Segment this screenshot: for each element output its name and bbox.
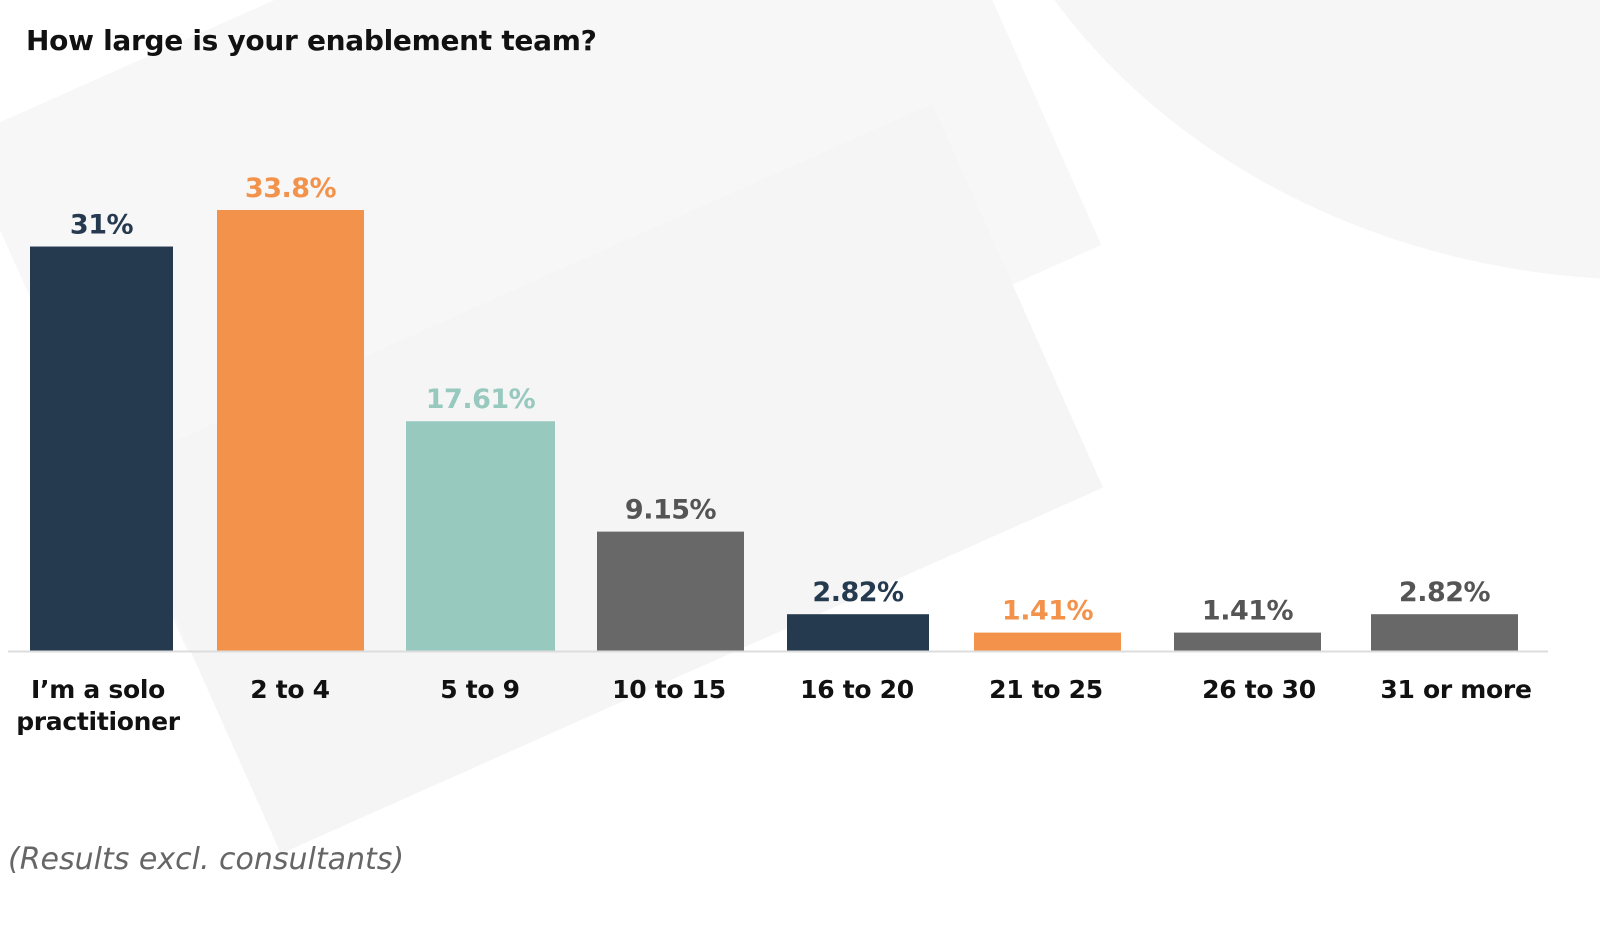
category-label-5: 16 to 20	[800, 675, 914, 704]
bar-1	[30, 246, 173, 652]
category-label-line: I’m a solo	[31, 675, 165, 704]
bar-4	[597, 531, 744, 651]
bar-5	[787, 614, 929, 651]
category-label-3: 5 to 9	[440, 675, 520, 704]
value-label-1: 31%	[70, 210, 134, 241]
category-label-4: 10 to 15	[612, 675, 726, 704]
category-label-line: 21 to 25	[989, 675, 1103, 704]
bar-7	[1174, 632, 1321, 651]
bars-layer	[30, 210, 1518, 652]
category-label-6: 21 to 25	[989, 675, 1103, 704]
value-label-2: 33.8%	[245, 173, 337, 204]
category-label-line: 16 to 20	[800, 675, 914, 704]
category-label-line: 26 to 30	[1202, 675, 1316, 704]
value-label-3: 17.61%	[426, 384, 536, 415]
chart-title: How large is your enablement team?	[26, 24, 597, 57]
category-label-line: 5 to 9	[440, 675, 520, 704]
bar-8	[1371, 614, 1518, 651]
category-label-8: 31 or more	[1380, 675, 1531, 704]
value-label-8: 2.82%	[1399, 577, 1491, 608]
category-label-1: I’m a solo practitioner	[16, 675, 181, 736]
value-label-5: 2.82%	[812, 577, 904, 608]
category-label-line: practitioner	[16, 707, 181, 736]
category-labels-layer: I’m a solo practitioner 2 to 4 5 to 9 10 to …	[16, 675, 1532, 736]
category-label-line: 2 to 4	[250, 675, 330, 704]
value-label-6: 1.41%	[1002, 596, 1094, 627]
value-label-7: 1.41%	[1202, 596, 1294, 627]
category-label-2: 2 to 4	[250, 675, 330, 704]
value-label-4: 9.15%	[625, 495, 717, 526]
category-label-line: 31 or more	[1380, 675, 1531, 704]
category-label-line: 10 to 15	[612, 675, 726, 704]
category-label-7: 26 to 30	[1202, 675, 1316, 704]
chart-footnote: (Results excl. consultants)	[8, 842, 405, 877]
bar-2	[217, 210, 364, 651]
value-labels-layer: 31% 33.8% 17.61% 9.15% 2.82% 1.41% 1.41% 2.82%	[70, 173, 1491, 627]
bar-6	[974, 632, 1121, 651]
bar-3	[406, 421, 555, 651]
